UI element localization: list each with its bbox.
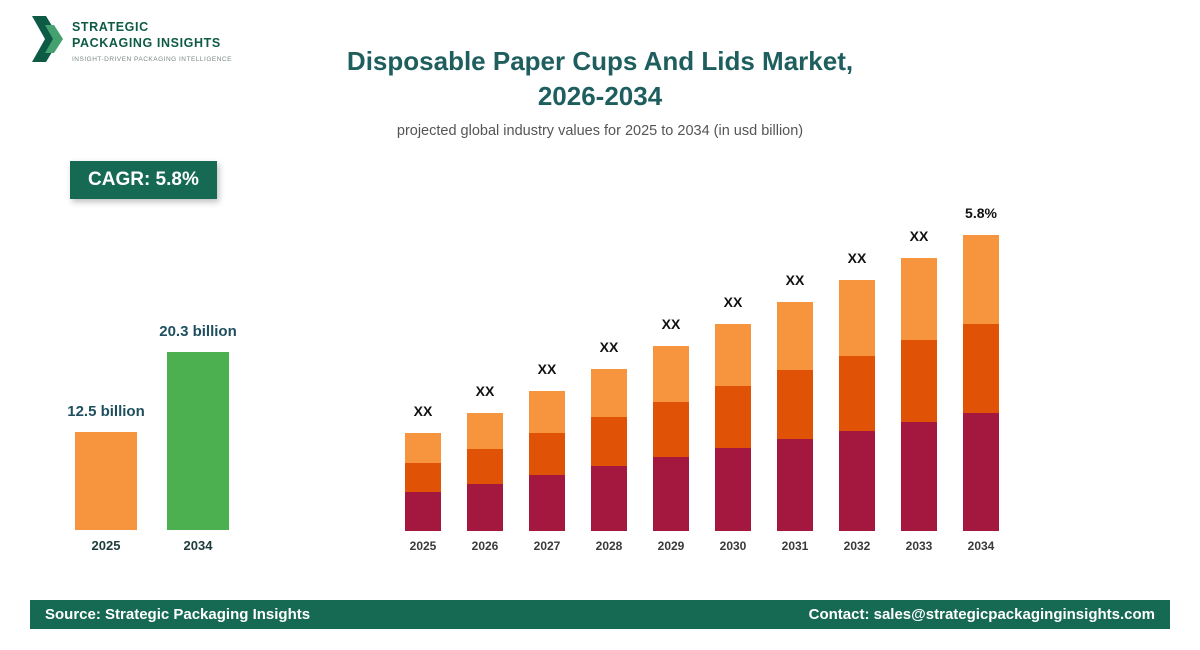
stacked-bar bbox=[529, 391, 565, 531]
stacked-bar-column: XX 2028 bbox=[591, 339, 627, 553]
logo-tagline: INSIGHT-DRIVEN PACKAGING INTELLIGENCE bbox=[72, 56, 232, 64]
stacked-bar bbox=[715, 324, 751, 531]
top-segment bbox=[839, 280, 875, 356]
contact-text: Contact: sales@strategicpackaginginsight… bbox=[808, 606, 1155, 623]
middle-segment bbox=[405, 463, 441, 492]
stacked-bar-column: XX 2029 bbox=[653, 316, 689, 553]
top-segment bbox=[777, 302, 813, 370]
bottom-segment bbox=[901, 422, 937, 531]
page-title-line1: Disposable Paper Cups And Lids Market, bbox=[346, 46, 854, 76]
mini-bar-column-2034: 20.3 billion 2034 bbox=[159, 323, 237, 553]
x-axis-label: 2025 bbox=[409, 539, 437, 553]
x-axis-label: 2033 bbox=[905, 539, 933, 553]
x-axis-label: 2029 bbox=[657, 539, 685, 553]
middle-segment bbox=[653, 402, 689, 457]
top-segment bbox=[529, 391, 565, 433]
bottom-segment bbox=[777, 439, 813, 531]
bar-value-label: XX bbox=[847, 250, 867, 266]
footer-bar: Source: Strategic Packaging Insights Con… bbox=[30, 600, 1170, 629]
page-title: Disposable Paper Cups And Lids Market, 2… bbox=[0, 44, 1200, 114]
x-axis-label: 2031 bbox=[781, 539, 809, 553]
bottom-segment bbox=[653, 457, 689, 531]
bottom-segment bbox=[839, 431, 875, 531]
x-axis-label: 2026 bbox=[471, 539, 499, 553]
bar-2025 bbox=[75, 432, 137, 530]
bar-value-label: XX bbox=[785, 272, 805, 288]
x-axis-label: 2028 bbox=[595, 539, 623, 553]
stacked-bar bbox=[653, 346, 689, 531]
bar-2034 bbox=[167, 352, 229, 530]
logo-text: STRATEGIC PACKAGING INSIGHTS INSIGHT-DRI… bbox=[72, 14, 232, 63]
bar-value-label: 20.3 billion bbox=[159, 323, 237, 340]
mini-bar-column-2025: 12.5 billion 2025 bbox=[67, 403, 145, 553]
chevron-arrows-icon bbox=[30, 14, 64, 69]
bar-value-label: XX bbox=[661, 316, 681, 332]
bar-value-label: XX bbox=[599, 339, 619, 355]
x-axis-label: 2030 bbox=[719, 539, 747, 553]
stacked-bar bbox=[839, 280, 875, 531]
top-segment bbox=[715, 324, 751, 386]
middle-segment bbox=[467, 449, 503, 484]
bar-value-label: XX bbox=[537, 361, 557, 377]
source-text: Source: Strategic Packaging Insights bbox=[45, 606, 311, 623]
stacked-bar bbox=[777, 302, 813, 531]
yearly-stacked-bar-chart: XX 2025 XX 2026 XX 2027 XX 2028 XX 2029 XX 2030 XX 20… bbox=[405, 205, 999, 553]
bar-value-label: XX bbox=[723, 294, 743, 310]
x-axis-label: 2034 bbox=[183, 538, 213, 553]
stacked-bar-column: XX 2025 bbox=[405, 403, 441, 553]
x-axis-label: 2025 bbox=[91, 538, 121, 553]
stacked-bar bbox=[405, 433, 441, 531]
top-segment bbox=[653, 346, 689, 402]
cagr-badge: CAGR: 5.8% bbox=[70, 161, 217, 199]
header: Disposable Paper Cups And Lids Market, 2… bbox=[0, 44, 1200, 139]
bar-value-label: 12.5 billion bbox=[67, 403, 145, 420]
top-segment bbox=[405, 433, 441, 463]
bar-value-label: XX bbox=[909, 228, 929, 244]
bottom-segment bbox=[405, 492, 441, 531]
middle-segment bbox=[839, 356, 875, 431]
bottom-segment bbox=[715, 448, 751, 531]
stacked-bar-column: XX 2033 bbox=[901, 228, 937, 553]
middle-segment bbox=[591, 417, 627, 466]
bar-value-label: 5.8% bbox=[965, 205, 997, 221]
middle-segment bbox=[963, 324, 999, 413]
stacked-bar bbox=[901, 258, 937, 531]
x-axis-label: 2034 bbox=[967, 539, 995, 553]
growth-comparison-chart: 12.5 billion 2025 20.3 billion 2034 bbox=[67, 323, 237, 553]
bottom-segment bbox=[963, 413, 999, 531]
bar-value-label: XX bbox=[475, 383, 495, 399]
page-subtitle: projected global industry values for 202… bbox=[396, 123, 804, 140]
stacked-bar-column: XX 2031 bbox=[777, 272, 813, 553]
stacked-bar-column: XX 2032 bbox=[839, 250, 875, 553]
stacked-bar bbox=[963, 235, 999, 531]
top-segment bbox=[963, 235, 999, 324]
x-axis-label: 2032 bbox=[843, 539, 871, 553]
logo-name-line1: STRATEGIC bbox=[72, 20, 149, 34]
stacked-bar-column: 5.8% 2034 bbox=[963, 205, 999, 553]
top-segment bbox=[901, 258, 937, 340]
bottom-segment bbox=[591, 466, 627, 531]
stacked-bar-column: XX 2026 bbox=[467, 383, 503, 553]
top-segment bbox=[591, 369, 627, 417]
stacked-bar-column: XX 2030 bbox=[715, 294, 751, 553]
middle-segment bbox=[901, 340, 937, 422]
logo: STRATEGIC PACKAGING INSIGHTS INSIGHT-DRI… bbox=[30, 14, 232, 69]
stacked-bar-column: XX 2027 bbox=[529, 361, 565, 553]
middle-segment bbox=[529, 433, 565, 475]
x-axis-label: 2027 bbox=[533, 539, 561, 553]
stacked-bar bbox=[591, 369, 627, 531]
bottom-segment bbox=[467, 484, 503, 531]
logo-name-line2: PACKAGING INSIGHTS bbox=[72, 35, 221, 50]
top-segment bbox=[467, 413, 503, 449]
bar-value-label: XX bbox=[413, 403, 433, 419]
middle-segment bbox=[715, 386, 751, 448]
middle-segment bbox=[777, 370, 813, 439]
stacked-bar bbox=[467, 413, 503, 531]
page-title-line2: 2026-2034 bbox=[537, 81, 663, 112]
bottom-segment bbox=[529, 475, 565, 531]
